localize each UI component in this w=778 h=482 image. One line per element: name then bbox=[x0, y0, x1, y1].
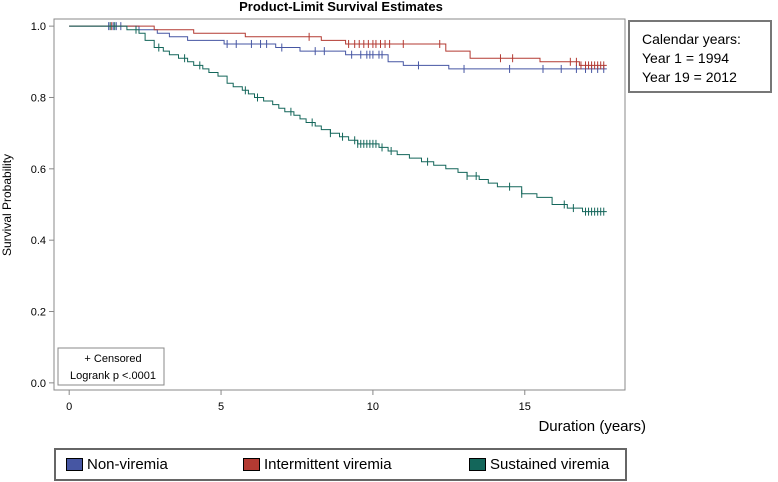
y-axis: 0.0 0.2 0.4 0.6 0.8 1.0 bbox=[31, 21, 54, 390]
legend-label: Non-viremia bbox=[87, 456, 168, 473]
x-tick-label: 10 bbox=[367, 401, 379, 413]
x-axis-label: Duration (years) bbox=[538, 418, 646, 435]
legend-item-non-viremia: Non-viremia bbox=[66, 456, 168, 473]
x-tick-label: 5 bbox=[218, 401, 224, 413]
series-sustained-viremia bbox=[69, 22, 607, 216]
inset-frame bbox=[57, 347, 165, 386]
y-tick-label: 0.8 bbox=[31, 92, 46, 104]
series-intermittent-viremia bbox=[69, 22, 607, 70]
legend-label: Intermittent viremia bbox=[264, 456, 392, 473]
legend: Non-viremia Intermittent viremia Sustain… bbox=[54, 448, 627, 481]
x-tick-label: 15 bbox=[519, 401, 531, 413]
y-tick-label: 0.0 bbox=[31, 378, 46, 390]
y-tick-label: 0.6 bbox=[31, 164, 46, 176]
legend-swatch-sustained-viremia bbox=[469, 458, 486, 471]
chart-title: Product-Limit Survival Estimates bbox=[239, 0, 443, 14]
x-tick-label: 0 bbox=[66, 401, 72, 413]
legend-item-intermittent-viremia: Intermittent viremia bbox=[243, 456, 392, 473]
censored-note: + Censored bbox=[84, 353, 141, 365]
survival-line-intermittent-viremia bbox=[69, 25, 607, 66]
y-tick-label: 0.4 bbox=[31, 235, 46, 247]
note-line-2: Year 1 = 1994 bbox=[642, 50, 730, 66]
calendar-years-note: Calendar years: Year 1 = 1994 Year 19 = … bbox=[628, 20, 772, 93]
legend-swatch-intermittent-viremia bbox=[243, 458, 260, 471]
plot-frame bbox=[53, 18, 626, 391]
survival-curves bbox=[69, 22, 607, 216]
x-axis: 0 5 10 15 bbox=[66, 390, 531, 413]
logrank-note: Logrank p <.0001 bbox=[70, 370, 156, 382]
note-line-3: Year 19 = 2012 bbox=[642, 69, 737, 85]
y-tick-label: 1.0 bbox=[31, 21, 46, 33]
legend-label: Sustained viremia bbox=[490, 456, 610, 473]
y-tick-label: 0.2 bbox=[31, 307, 46, 319]
y-axis-label: Survival Probability bbox=[0, 154, 14, 256]
survival-line-sustained-viremia bbox=[69, 25, 607, 213]
inset-box: + Censored Logrank p <.0001 bbox=[57, 347, 165, 386]
series-non-viremia bbox=[69, 22, 607, 73]
legend-item-sustained-viremia: Sustained viremia bbox=[469, 456, 609, 473]
note-line-1: Calendar years: bbox=[642, 31, 741, 47]
survival-line-non-viremia bbox=[69, 25, 607, 70]
legend-swatch-non-viremia bbox=[66, 458, 83, 471]
